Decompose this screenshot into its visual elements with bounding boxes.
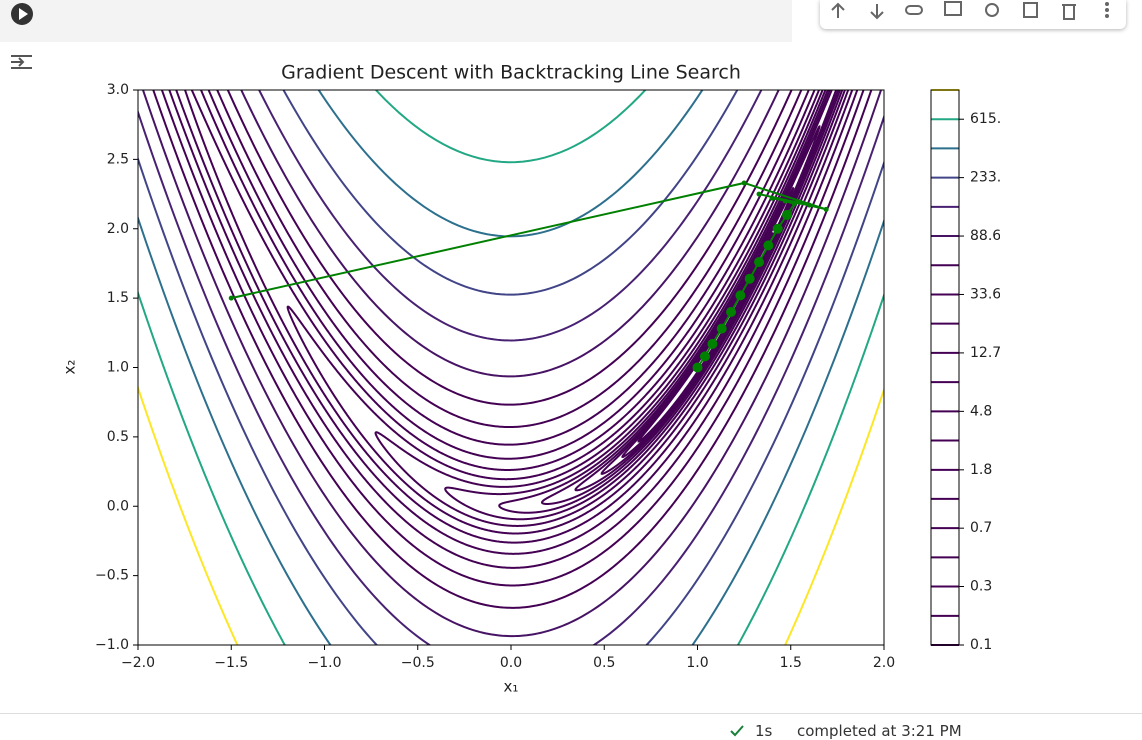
colorbar-tick-label: 0.3: [970, 579, 992, 595]
x-tick-label: −1.5: [214, 655, 248, 671]
descent-point: [791, 201, 797, 207]
y-tick-label: 0.5: [107, 429, 129, 445]
contour-line: [138, 90, 884, 645]
contour-line: [574, 125, 821, 492]
status-bar: 1s completed at 3:21 PM: [0, 713, 1142, 740]
colorbar-tick-label: 615.8: [970, 111, 1000, 127]
contour-line: [138, 90, 884, 645]
contour-line: [374, 90, 844, 527]
y-tick-label: 0.0: [107, 498, 129, 514]
contour-line: [541, 90, 838, 505]
descent-point: [823, 206, 829, 212]
duration: 1s: [755, 722, 773, 740]
x-tick-label: −0.5: [401, 655, 435, 671]
contour-line: [138, 384, 884, 645]
colorbar-tick-label: 88.6: [970, 228, 1000, 244]
descent-point: [806, 202, 812, 208]
colorbar-tick-label: 4.8: [970, 403, 992, 419]
status-message: completed at 3:21 PM: [797, 722, 962, 740]
colorbar-tick-label: 12.7: [970, 345, 1000, 361]
contour-line: [138, 90, 884, 645]
x-tick-label: −1.0: [308, 655, 342, 671]
colorbar-tick-label: 0.1: [970, 637, 992, 653]
descent-point: [797, 199, 803, 205]
descent-point: [726, 307, 737, 317]
y-axis-label: x₂: [61, 360, 79, 375]
descent-point: [692, 362, 703, 373]
x-tick-label: 1.5: [780, 655, 802, 671]
descent-point: [699, 351, 710, 362]
contour-line: [168, 90, 859, 569]
toolbar-icons[interactable]: [820, 0, 1126, 29]
cell-toolbar: [820, 0, 1126, 29]
y-tick-label: 1.0: [107, 360, 129, 376]
y-tick-label: 2.0: [107, 221, 129, 237]
contour-group: [138, 90, 884, 645]
descent-point: [744, 273, 755, 284]
chart-title: Gradient Descent with Backtracking Line …: [281, 62, 741, 84]
descent-point: [716, 323, 727, 334]
contour-line: [138, 90, 884, 645]
y-tick-label: −1.0: [95, 637, 129, 653]
descent-point: [772, 223, 783, 234]
check-icon: [730, 725, 744, 737]
contour-line: [286, 90, 846, 535]
descent-point: [782, 198, 788, 204]
chart: Gradient Descent with Backtracking Line …: [61, 62, 1001, 696]
cell-header: [0, 0, 792, 42]
x-tick-label: 1.0: [686, 655, 708, 671]
run-button[interactable]: [2, 0, 42, 34]
descent-point: [228, 295, 234, 301]
x-tick-label: 2.0: [873, 655, 895, 671]
colorbar-frame: [930, 89, 960, 646]
y-tick-label: 3.0: [107, 82, 129, 98]
y-tick-label: −0.5: [95, 568, 129, 584]
descent-point: [707, 338, 718, 349]
contour-line: [160, 90, 865, 587]
contour-line: [498, 90, 840, 514]
contour-line: [444, 90, 842, 521]
y-tick-label: 1.5: [107, 290, 129, 306]
colorbar-tick-label: 1.8: [970, 462, 992, 478]
descent-point: [769, 195, 775, 201]
descent-point: [735, 290, 746, 301]
colorbar-tick-label: 233.6: [970, 170, 1000, 186]
x-tick-label: −2.0: [121, 655, 155, 671]
descent-point: [763, 240, 774, 251]
y-tick-label: 2.5: [107, 151, 129, 167]
descent-point: [782, 209, 793, 220]
descent-point: [756, 191, 762, 197]
x-tick-label: 0.0: [500, 655, 522, 671]
colorbar-tick-label: 33.6: [970, 286, 1000, 302]
descent-point: [754, 257, 765, 268]
x-tick-label: 0.5: [593, 655, 615, 671]
descent-point: [741, 180, 747, 186]
output-toggle[interactable]: [8, 48, 38, 78]
x-axis-label: x₁: [504, 678, 519, 696]
contour-line: [600, 187, 795, 475]
colorbar-tick-label: 0.7: [970, 520, 992, 536]
